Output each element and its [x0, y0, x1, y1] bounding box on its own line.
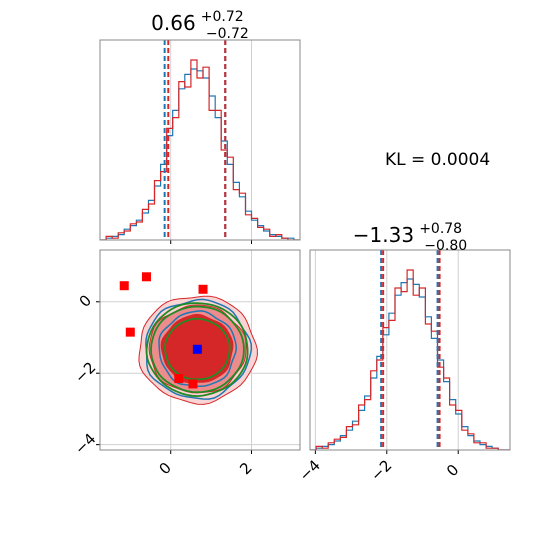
- y-tick-label: 0: [76, 291, 95, 310]
- x-tick-label: 0: [443, 461, 462, 480]
- sample-marker: [198, 284, 208, 294]
- median-marker: [192, 344, 202, 354]
- sample-marker: [119, 281, 129, 291]
- panel-title-param2: −1.33 +0.78 −0.80: [353, 218, 467, 254]
- sample-marker: [141, 272, 151, 282]
- panel-title-param1: 0.66 +0.72 −0.72: [151, 6, 249, 42]
- panel-frame: [99, 249, 301, 451]
- sample-marker: [174, 374, 184, 384]
- x-tick-label: −4: [296, 456, 324, 484]
- sample-marker: [125, 327, 135, 337]
- x-tick-label: −2: [367, 456, 395, 484]
- marginal-histogram-param2: −4 −2 0 −1.33 +0.78 −0.80: [296, 218, 511, 485]
- marginal-histogram-param1: 0.66 +0.72 −0.72: [99, 6, 301, 244]
- histogram-series-red: [310, 269, 510, 450]
- histogram-series-blue: [310, 278, 510, 450]
- y-tick-label: −2: [71, 358, 99, 386]
- contour-line-blue-2: [158, 310, 237, 388]
- x-tick-label: 2: [236, 459, 255, 478]
- y-tick-label: −4: [71, 430, 99, 458]
- panel-frame: [309, 249, 511, 451]
- contour-line-green-3: [145, 302, 249, 398]
- contour-line-green-4: [150, 305, 245, 394]
- panel-frame: [99, 39, 301, 241]
- histogram-series-red: [100, 59, 300, 240]
- contour-line-green-5: [164, 317, 231, 381]
- sample-marker: [188, 379, 198, 389]
- joint-contour-plot: 0 2 0 −2 −4: [71, 249, 301, 478]
- histogram-series-blue: [100, 68, 300, 240]
- kl-annotation: KL = 0.0004: [385, 150, 490, 170]
- x-tick-label: 0: [155, 459, 174, 478]
